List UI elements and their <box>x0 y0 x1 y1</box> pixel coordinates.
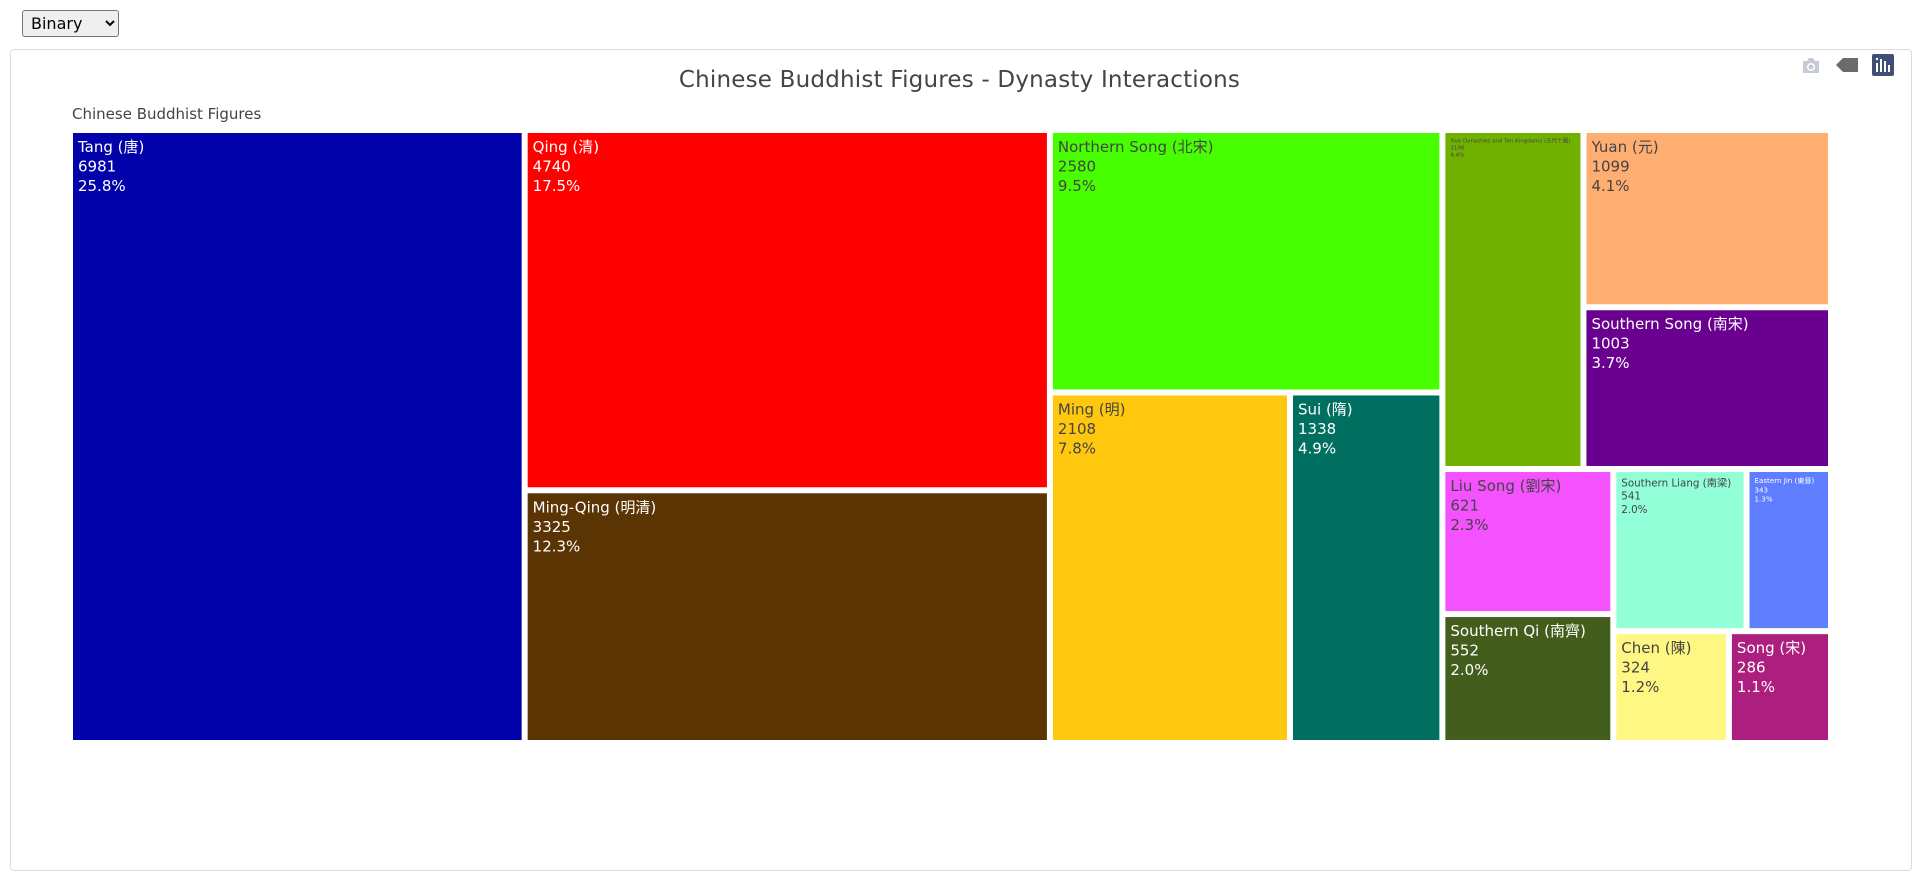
treemap-tile-rect[interactable] <box>1445 472 1611 612</box>
tag-icon[interactable] <box>1836 54 1858 76</box>
treemap-tile-percent: 12.3% <box>533 537 581 555</box>
treemap-tile-rect[interactable] <box>1586 133 1828 305</box>
treemap-tile-percent: 4.4% <box>1450 153 1464 159</box>
treemap-tile-rect[interactable] <box>527 133 1047 488</box>
treemap-tile-percent: 2.0% <box>1621 504 1647 516</box>
treemap-tile-value: 6981 <box>78 158 116 176</box>
treemap-tile-value: 2108 <box>1058 420 1096 438</box>
treemap-tile-rect[interactable] <box>1292 395 1440 740</box>
treemap-tile-value: 1003 <box>1591 335 1629 353</box>
treemap-tile-label: Southern Song (南宋) <box>1591 315 1748 333</box>
treemap-tile-label: Chen (陳) <box>1621 639 1691 657</box>
treemap-tile-rect[interactable] <box>1052 395 1287 740</box>
treemap-tile-label: Liu Song (劉宋) <box>1450 477 1561 495</box>
treemap-tile-value: 1099 <box>1591 158 1629 176</box>
treemap-tile-rect[interactable] <box>1731 634 1828 740</box>
treemap-tile-five-dynasties-and-ten-kingdoms[interactable]: Five Dynasties and Ten Kingdoms (五代十國) 11… <box>1445 133 1581 467</box>
treemap-tile-value: 1338 <box>1298 420 1336 438</box>
treemap-tile-label: Qing (清) <box>533 138 599 156</box>
treemap-tile-value: 4740 <box>533 158 571 176</box>
treemap-tile-rect[interactable] <box>1445 617 1611 740</box>
treemap-tile-percent: 1.2% <box>1621 678 1659 696</box>
treemap-tile-value: 552 <box>1450 642 1479 660</box>
treemap-tile-rect[interactable] <box>1586 310 1828 467</box>
treemap-tile-label: Sui (隋) <box>1298 400 1353 418</box>
treemap-tile-percent: 2.0% <box>1450 661 1488 679</box>
camera-icon[interactable] <box>1800 54 1822 76</box>
treemap-tile-label: Tang (唐) <box>77 138 144 156</box>
treemap-tile-label: Five Dynasties and Ten Kingdoms (五代十國) <box>1450 136 1570 144</box>
treemap-tile-value: 324 <box>1621 659 1650 677</box>
treemap-tile-label: Southern Qi (南齊) <box>1450 622 1585 640</box>
treemap-tile-percent: 1.3% <box>1755 495 1773 504</box>
chart-title: Chinese Buddhist Figures - Dynasty Inter… <box>678 67 1241 93</box>
modebar <box>1800 54 1894 76</box>
treemap-tile-rect[interactable] <box>1616 472 1744 629</box>
treemap-tile-rect[interactable] <box>73 133 522 740</box>
treemap-tile-percent: 1.1% <box>1737 678 1775 696</box>
treemap-tile-label: Song (宋) <box>1737 639 1806 657</box>
treemap-tile-label: Eastern Jin (東晉) <box>1755 476 1815 485</box>
treemap-tile-value: 1198 <box>1450 146 1464 152</box>
treemap-tile-rect[interactable] <box>1445 133 1581 467</box>
treemap-tile-percent: 17.5% <box>533 177 581 195</box>
treemap-tile-percent: 4.9% <box>1298 439 1336 457</box>
treemap-tile-value: 541 <box>1621 491 1641 503</box>
mode-select[interactable]: Binary <box>22 10 119 37</box>
plotly-logo-icon[interactable] <box>1872 54 1894 76</box>
treemap-tile-rect[interactable] <box>1616 634 1726 740</box>
treemap-tile-rect[interactable] <box>527 493 1047 740</box>
treemap-tile-value: 2580 <box>1058 158 1096 176</box>
treemap-tile-value: 343 <box>1755 485 1769 494</box>
treemap-tile-label: Yuan (元) <box>1590 138 1658 156</box>
treemap-tile-rect[interactable] <box>1749 472 1828 629</box>
treemap-tile-value: 621 <box>1450 497 1479 515</box>
treemap-tile-percent: 2.3% <box>1450 516 1488 534</box>
treemap-tile-label: Southern Liang (南梁) <box>1621 476 1731 489</box>
treemap-root-label: Chinese Buddhist Figures <box>72 105 262 123</box>
treemap-tile-value: 3325 <box>533 518 571 536</box>
treemap-tile-value: 286 <box>1737 659 1766 677</box>
treemap-tile-percent: 4.1% <box>1591 177 1629 195</box>
treemap-tile-percent: 7.8% <box>1058 439 1096 457</box>
treemap-tile-rect[interactable] <box>1052 133 1440 390</box>
treemap-tile-percent: 25.8% <box>78 177 126 195</box>
treemap-tile-percent: 3.7% <box>1591 354 1629 372</box>
treemap-tile-label: Ming (明) <box>1058 400 1126 418</box>
treemap-tile-label: Northern Song (北宋) <box>1058 138 1214 156</box>
treemap-tile-label: Ming-Qing (明清) <box>533 498 657 516</box>
treemap-tile-percent: 9.5% <box>1058 177 1096 195</box>
